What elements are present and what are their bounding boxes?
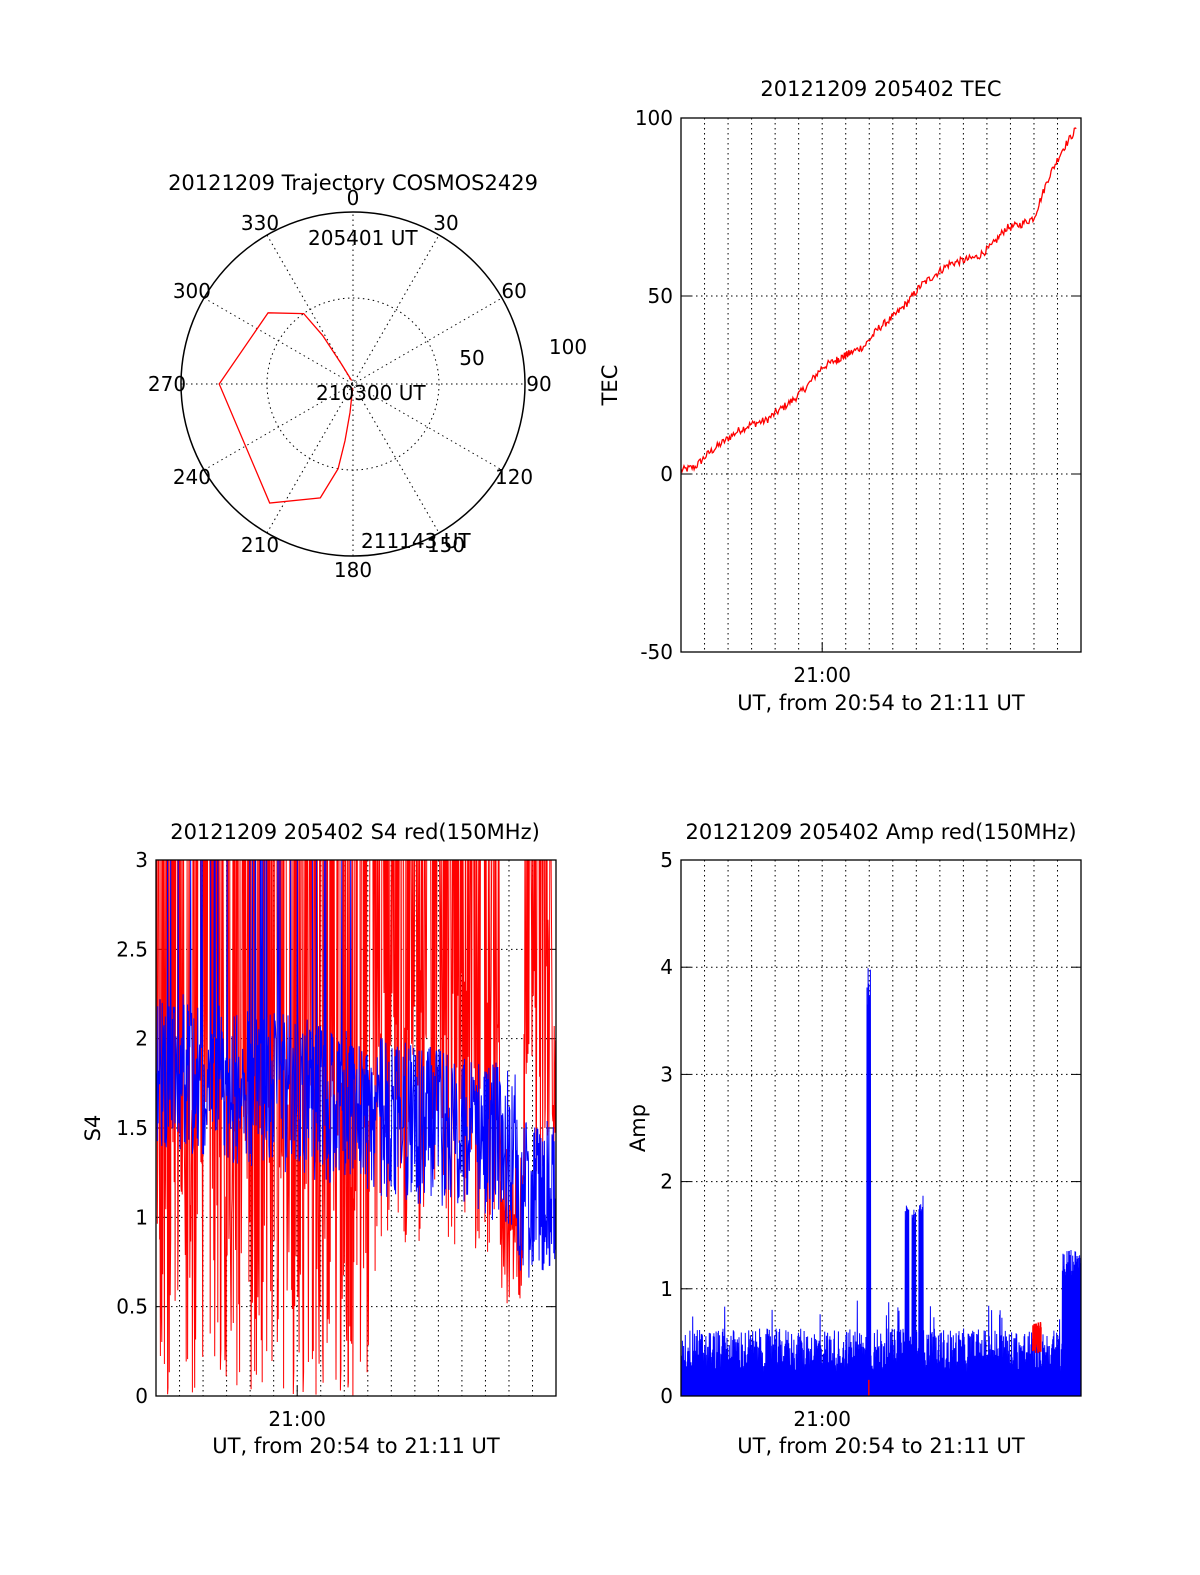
amp-blue-series bbox=[680, 968, 1082, 1397]
s4-plot-frame bbox=[155, 859, 557, 1397]
s4-y-tick-label: 2.5 bbox=[116, 937, 148, 961]
s4-title: 20121209 205402 S4 red(150MHz) bbox=[170, 820, 540, 844]
polar-azimuth-labels: 0 30 60 90 120 150 180 210 240 270 300 330 bbox=[148, 186, 552, 582]
s4-y-tick-label: 2 bbox=[135, 1027, 148, 1051]
amp-y-tick-label: 5 bbox=[660, 848, 673, 872]
s4-y-tick-label: 3 bbox=[135, 848, 148, 872]
tec-y-tick-label: 50 bbox=[648, 284, 673, 308]
polar-azimuth-label: 300 bbox=[173, 279, 211, 303]
tec-x-axis-label: UT, from 20:54 to 21:11 UT bbox=[737, 691, 1025, 715]
polar-azimuth-label: 90 bbox=[526, 372, 551, 396]
tec-x-tick-label: 21:00 bbox=[793, 663, 851, 687]
s4-blue-series bbox=[155, 859, 557, 1278]
amp-x-axis-label: UT, from 20:54 to 21:11 UT bbox=[737, 1434, 1025, 1458]
polar-trajectory-chart: 20121209 Trajectory COSMOS2429 0 30 60 90 12… bbox=[148, 171, 587, 582]
amp-chart: 20121209 205402 Amp red(150MHz) 0 1 2 3 4 5 2… bbox=[626, 820, 1082, 1458]
tec-series-line bbox=[680, 127, 1077, 474]
amp-y-tick-label: 3 bbox=[660, 1062, 673, 1086]
s4-y-axis-label: S4 bbox=[81, 1115, 105, 1142]
s4-y-tick-label: 0 bbox=[135, 1384, 148, 1408]
polar-radius-label-50: 50 bbox=[459, 346, 484, 370]
polar-azimuth-label: 120 bbox=[495, 465, 533, 489]
s4-y-tick-label: 1 bbox=[135, 1205, 148, 1229]
amp-y-tick-labels: 0 1 2 3 4 5 bbox=[660, 848, 673, 1408]
polar-azimuth-label: 0 bbox=[347, 186, 360, 210]
amp-x-tick-label: 21:00 bbox=[793, 1407, 851, 1431]
polar-title: 20121209 Trajectory COSMOS2429 bbox=[168, 171, 538, 195]
amp-title: 20121209 205402 Amp red(150MHz) bbox=[685, 820, 1076, 844]
trajectory-middle-label: 210300 UT bbox=[316, 381, 426, 405]
amp-y-tick-label: 1 bbox=[660, 1277, 673, 1301]
tec-chart: 20121209 205402 TEC -50 0 50 100 21:00 UT, … bbox=[598, 77, 1082, 715]
s4-x-tick-label: 21:00 bbox=[268, 1407, 326, 1431]
amp-plot-frame bbox=[680, 859, 1082, 1397]
tec-grid bbox=[681, 117, 1081, 653]
polar-azimuth-label: 60 bbox=[501, 279, 526, 303]
tec-y-tick-labels: -50 0 50 100 bbox=[635, 106, 673, 664]
trajectory-line bbox=[218, 312, 354, 504]
polar-azimuth-label: 270 bbox=[148, 372, 186, 396]
polar-azimuth-label: 240 bbox=[173, 465, 211, 489]
polar-azimuth-label: 210 bbox=[241, 533, 279, 557]
amp-red-series bbox=[868, 1322, 1042, 1396]
s4-x-axis-label: UT, from 20:54 to 21:11 UT bbox=[212, 1434, 500, 1458]
amp-y-tick-label: 2 bbox=[660, 1170, 673, 1194]
polar-azimuth-label: 180 bbox=[334, 558, 372, 582]
tec-y-axis-label: TEC bbox=[598, 365, 622, 407]
tec-y-tick-label: 100 bbox=[635, 106, 673, 130]
polar-radius-label-100: 100 bbox=[549, 335, 587, 359]
amp-grid bbox=[681, 859, 1081, 1397]
tec-plot-frame bbox=[680, 117, 1082, 653]
tec-y-tick-label: 0 bbox=[660, 462, 673, 486]
amp-y-tick-label: 4 bbox=[660, 955, 673, 979]
s4-y-tick-label: 1.5 bbox=[116, 1116, 148, 1140]
polar-azimuth-label: 30 bbox=[433, 211, 458, 235]
polar-azimuth-label: 150 bbox=[427, 533, 465, 557]
tec-title: 20121209 205402 TEC bbox=[760, 77, 1001, 101]
trajectory-start-label: 205401 UT bbox=[308, 226, 418, 250]
s4-y-tick-labels: 0 0.5 1 1.5 2 2.5 3 bbox=[116, 848, 148, 1408]
s4-chart: 20121209 205402 S4 red(150MHz) 0 0.5 1 1.5 2… bbox=[81, 820, 557, 1458]
polar-grid bbox=[180, 211, 526, 557]
polar-inner-circle bbox=[266, 297, 440, 471]
amp-y-tick-label: 0 bbox=[660, 1384, 673, 1408]
trajectory-end-label: 211143 UT bbox=[361, 529, 471, 553]
amp-y-axis-label: Amp bbox=[626, 1104, 650, 1152]
tec-y-tick-label: -50 bbox=[640, 640, 673, 664]
polar-azimuth-label: 330 bbox=[241, 211, 279, 235]
s4-y-tick-label: 0.5 bbox=[116, 1295, 148, 1319]
